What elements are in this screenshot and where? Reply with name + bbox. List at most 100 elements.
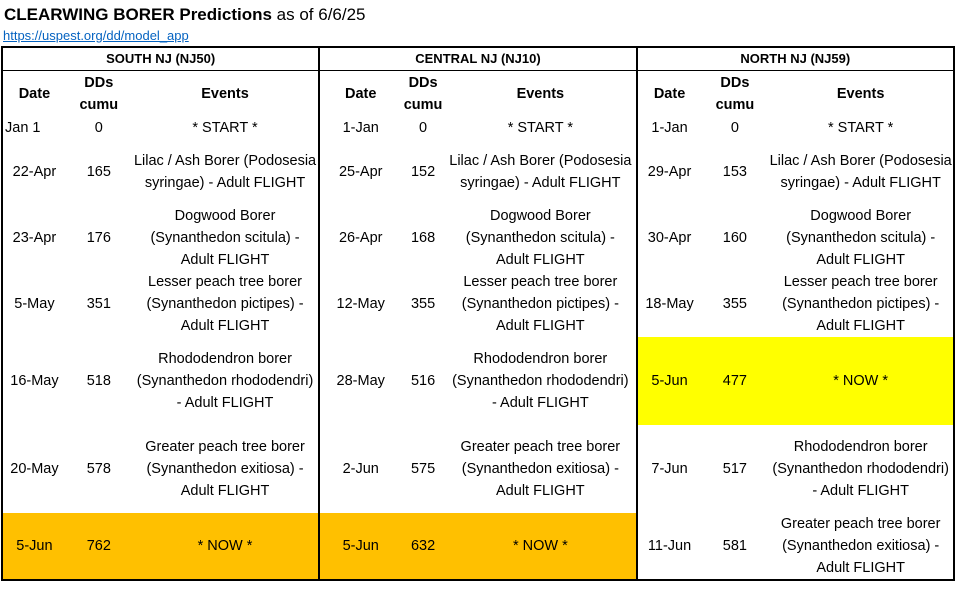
header-events: Events — [768, 70, 955, 117]
event-line: syringae) - Adult FLIGHT — [144, 174, 306, 191]
date-cell: 16-May — [1, 336, 66, 425]
event-line: Lesser peach tree borer — [463, 273, 618, 290]
event-line: Rhododendron borer — [793, 438, 928, 455]
event-line: Adult FLIGHT — [816, 317, 905, 334]
dds-cell: 581 — [701, 512, 769, 581]
dds-cell: 0 — [419, 119, 428, 136]
date-cell: 5-May — [1, 270, 66, 337]
event-line: Adult FLIGHT — [496, 251, 585, 268]
event-cell: Rhododendron borer (Synanthedon rhododend… — [768, 424, 955, 513]
event-line: (Synanthedon rhododendri) — [772, 460, 949, 477]
event-line: Adult FLIGHT — [180, 317, 270, 334]
model-app-link[interactable]: https://uspest.org/dd/model_app — [3, 28, 189, 43]
title-bold: CLEARWING BORER Predictions — [4, 5, 272, 24]
event-line: (Synanthedon rhododendri) — [452, 372, 629, 389]
date-cell: 28-May — [336, 372, 385, 389]
event-line: Dogwood Borer — [810, 207, 912, 224]
date-cell: 1-Jan — [651, 119, 688, 136]
event-line: Adult FLIGHT — [180, 251, 270, 268]
dds-cell: 355 — [722, 295, 747, 312]
date-cell: 20-May — [1, 424, 66, 513]
dds-cell: 518 — [86, 372, 111, 389]
predictions-table: SOUTH NJ (NJ50) CENTRAL NJ (NJ10) NORTH … — [0, 46, 955, 581]
header-events: Events — [445, 70, 638, 117]
date-cell: 12-May — [336, 295, 385, 312]
event-cell: Lilac / Ash Borer (Podosesia syringae) - … — [768, 138, 955, 205]
event-line: Lilac / Ash Borer (Podosesia — [769, 152, 952, 169]
event-cell: Greater peach tree borer (Synanthedon exi… — [131, 424, 321, 513]
title-date: as of 6/6/25 — [271, 5, 366, 24]
event-line: Greater peach tree borer — [145, 438, 305, 455]
event-line: Greater peach tree borer — [780, 515, 941, 532]
page-title: CLEARWING BORER Predictions as of 6/6/25 — [4, 5, 366, 25]
event-cell: Rhododendron borer (Synanthedon rhododend… — [445, 336, 638, 425]
event-line: Adult FLIGHT — [816, 559, 905, 576]
date-cell: 11-Jun — [636, 512, 702, 581]
dds-cell: 176 — [86, 229, 111, 246]
event-cell: Lesser peach tree borer (Synanthedon pict… — [768, 270, 955, 337]
event-line: Adult FLIGHT — [180, 482, 270, 499]
table-row: 5-Jun 762 * NOW * 5-Jun 632 * NOW * 11-Jun 581 G… — [1, 512, 955, 581]
dds-cell: 0 — [730, 119, 739, 136]
dds-cell: 168 — [410, 229, 436, 246]
region-south: SOUTH NJ (NJ50) — [0, 46, 321, 71]
dds-cell: 355 — [410, 295, 436, 312]
date-cell: 5-Jun — [636, 336, 702, 425]
event-line: Lilac / Ash Borer (Podosesia — [449, 152, 632, 169]
date-cell: 5-Jun — [1, 512, 66, 581]
table-row: 20-May 578 Greater peach tree borer (Synant… — [1, 424, 955, 513]
date-cell: 5-Jun — [319, 512, 402, 581]
date-cell: 30-Apr — [647, 229, 692, 246]
header-dds: DDs cumu — [79, 74, 119, 113]
date-cell: 23-Apr — [1, 204, 66, 271]
dds-cell: 160 — [722, 229, 747, 246]
date-cell: Jan 1 — [1, 116, 66, 139]
dds-cell: 517 — [722, 460, 747, 477]
date-cell: 1-Jan — [342, 119, 379, 136]
event-cell: Dogwood Borer (Synanthedon scitula) - Adul… — [768, 204, 955, 271]
header-row: Date DDs cumu Events Date DDs cumu Events … — [1, 70, 955, 117]
date-cell: 18-May — [645, 295, 694, 312]
date-cell: 7-Jun — [651, 460, 688, 477]
event-line: * START * — [192, 119, 258, 136]
date-cell: 25-Apr — [338, 163, 383, 180]
event-line: syringae) - Adult FLIGHT — [780, 174, 941, 191]
event-cell: Lesser peach tree borer (Synanthedon pict… — [445, 270, 638, 337]
date-cell: 29-Apr — [647, 163, 692, 180]
event-line: * START * — [507, 119, 573, 136]
header-dds: DDs cumu — [715, 74, 755, 113]
event-line: - Adult FLIGHT — [491, 394, 589, 411]
event-cell: Greater peach tree borer (Synanthedon exi… — [445, 424, 638, 513]
event-line: Lesser peach tree borer — [148, 273, 302, 290]
header-events: Events — [131, 70, 321, 117]
event-cell: Dogwood Borer (Synanthedon scitula) - Adul… — [445, 204, 638, 271]
event-line: (Synanthedon pictipes) - — [461, 295, 619, 312]
event-line: (Synanthedon rhododendri) — [136, 372, 314, 389]
event-line: - Adult FLIGHT — [812, 482, 910, 499]
event-line: Greater peach tree borer — [460, 438, 621, 455]
table-row: 16-May 518 Rhododendron borer (Synanthedon … — [1, 336, 955, 425]
region-north: NORTH NJ (NJ59) — [636, 46, 955, 71]
event-line: syringae) - Adult FLIGHT — [460, 174, 621, 191]
event-line: Adult FLIGHT — [496, 482, 585, 499]
event-line: - Adult FLIGHT — [176, 394, 274, 411]
event-line: * NOW * — [197, 537, 253, 554]
event-cell: * START * — [768, 116, 955, 139]
event-line: (Synanthedon scitula) - — [786, 229, 936, 246]
date-cell: 22-Apr — [1, 138, 66, 205]
dds-cell: 0 — [94, 119, 103, 136]
dds-cell: 578 — [86, 460, 111, 477]
table-row: Jan 1 0 * START * 1-Jan 0 * START * 1-Jan 0 * ST… — [1, 116, 955, 139]
dds-cell: 351 — [86, 295, 111, 312]
event-line: Lesser peach tree borer — [783, 273, 938, 290]
event-line: Rhododendron borer — [473, 350, 608, 367]
event-line: (Synanthedon scitula) - — [465, 229, 615, 246]
event-line: Dogwood Borer — [174, 207, 276, 224]
event-line: Adult FLIGHT — [816, 251, 905, 268]
event-line: (Synanthedon exitiosa) - — [782, 537, 940, 554]
event-line: Adult FLIGHT — [496, 317, 585, 334]
date-cell: 26-Apr — [338, 229, 383, 246]
dds-cell: 575 — [410, 460, 436, 477]
table-row: 22-Apr 165 Lilac / Ash Borer (Podosesia syr… — [1, 138, 955, 205]
event-line: (Synanthedon scitula) - — [150, 229, 300, 246]
